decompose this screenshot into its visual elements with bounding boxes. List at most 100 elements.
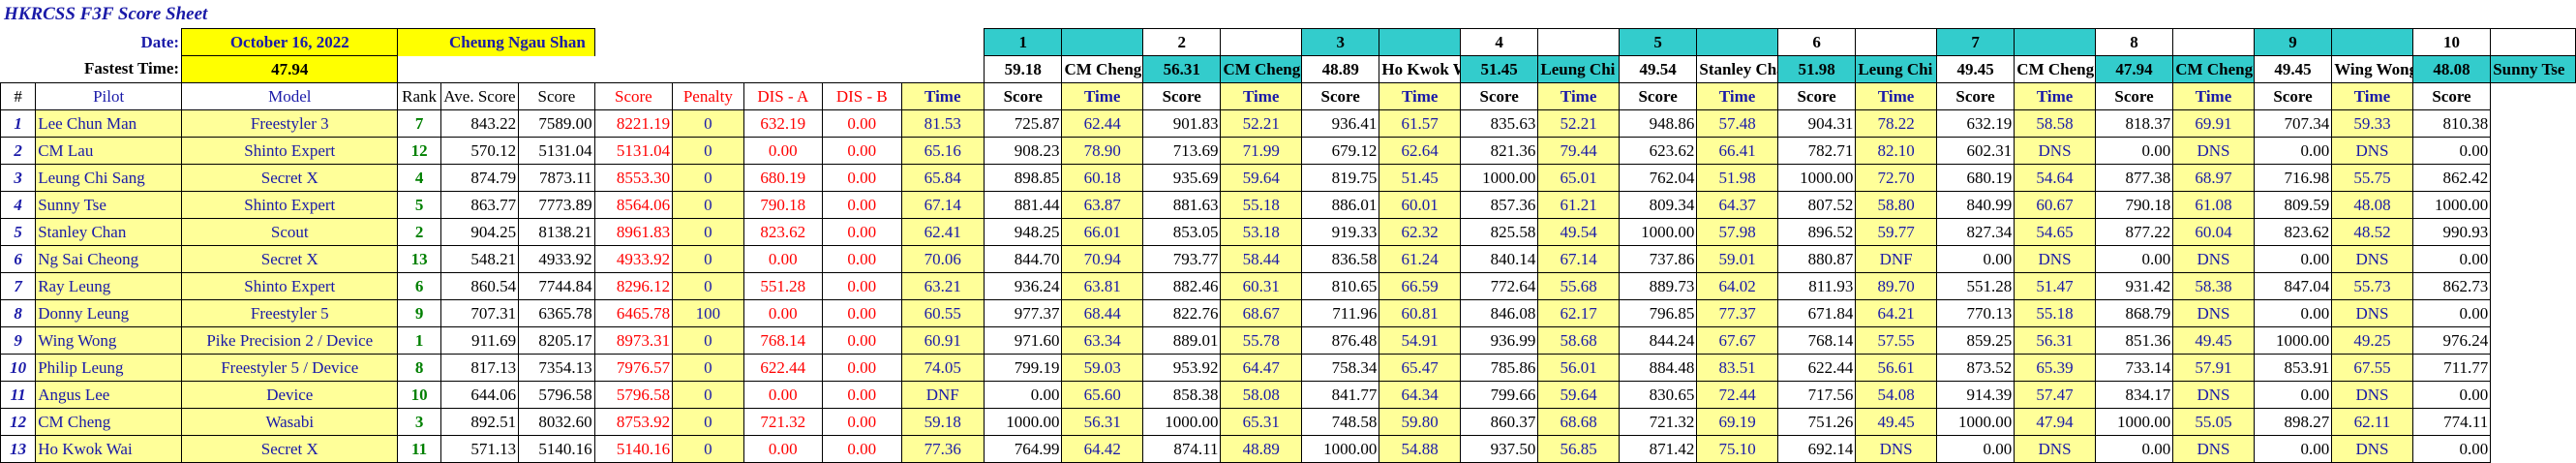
round-score: 1000.00 (1776, 164, 1857, 192)
col-header-round-score: Score (2411, 82, 2492, 110)
round-number: 3 (1300, 28, 1380, 56)
round-score: 898.27 (2253, 408, 2333, 436)
col-header-ave-score: Ave. Score (439, 82, 520, 110)
pilot-name: Ho Kwok Wai (35, 435, 183, 463)
pilot-name: Leung Chi Sang (35, 164, 183, 192)
round-time: 60.18 (1061, 164, 1143, 192)
round-time: 79.44 (1537, 137, 1620, 165)
table-row: 8 Donny Leung Freestyler 5 9 707.31 6365.78 64… (0, 299, 2576, 327)
round-score: 623.62 (1618, 137, 1698, 165)
round-score: 0.00 (2094, 245, 2174, 273)
round-time: 81.53 (900, 109, 985, 138)
pilot-dis-a: 768.14 (742, 326, 824, 355)
round-time: 65.60 (1061, 381, 1143, 409)
round-time: DNS (1855, 435, 1937, 463)
round-time: 49.25 (2331, 326, 2413, 355)
header-row-date: Date: October 16, 2022 Cheung Ngau Shan 1 2 3… (1, 28, 2576, 56)
round-score: 830.65 (1618, 381, 1698, 409)
round-score: 853.05 (1141, 218, 1222, 246)
round-score: 901.83 (1141, 109, 1222, 138)
round-score: 1000.00 (1300, 435, 1380, 463)
pilot-rank: 2 (397, 218, 441, 246)
pilot-model: Secret X (181, 435, 399, 463)
round-score: 1000.00 (1459, 164, 1539, 192)
round-time: 70.06 (900, 245, 985, 273)
round-score: 0.00 (1935, 435, 2015, 463)
round-time: 56.31 (1061, 408, 1143, 436)
pilot-number: 5 (0, 218, 37, 246)
round-time: DNS (2172, 245, 2255, 273)
round-score: 948.25 (984, 218, 1063, 246)
round-score: 896.52 (1776, 218, 1857, 246)
round-leader: Sunny Tse (2490, 55, 2576, 83)
round-time: 67.14 (900, 191, 985, 219)
round-time: 59.80 (1379, 408, 1461, 436)
column-header-row: # Pilot Model Rank Ave. Score Score Score Penal… (0, 82, 2576, 110)
table-row: 5 Stanley Chan Scout 2 904.25 8138.21 8961.83 0… (0, 218, 2576, 246)
round-score: 622.44 (1776, 354, 1857, 382)
round-score: 877.22 (2094, 218, 2174, 246)
round-number: 10 (2411, 28, 2492, 56)
pilot-score-total: 5140.16 (593, 435, 674, 463)
pilot-score-total: 5131.04 (593, 137, 674, 165)
pilot-name: Philip Leung (35, 354, 183, 382)
round-score: 1000.00 (1141, 408, 1222, 436)
round-leader: Ho Kwok Wai (1379, 55, 1461, 83)
col-header-rank: Rank (397, 82, 441, 110)
round-score: 0.00 (1935, 245, 2015, 273)
round-score: 762.04 (1618, 164, 1698, 192)
round-score: 632.19 (1935, 109, 2015, 138)
round-score: 680.19 (1935, 164, 2015, 192)
round-number-filler (1537, 28, 1620, 56)
pilot-ave-score: 644.06 (439, 381, 520, 409)
round-best-time: 47.94 (2094, 55, 2174, 83)
col-header-num: # (0, 82, 37, 110)
round-time: 60.67 (2014, 191, 2096, 219)
round-time: 62.41 (900, 218, 985, 246)
round-score: 823.62 (2253, 218, 2333, 246)
round-time: 58.44 (1220, 245, 1302, 273)
round-time: 65.47 (1379, 354, 1461, 382)
pilot-penalty: 0 (672, 164, 744, 192)
round-time: DNS (2014, 245, 2096, 273)
pilot-score: 7773.89 (518, 191, 595, 219)
round-time: 55.18 (1220, 191, 1302, 219)
round-score: 0.00 (2253, 435, 2333, 463)
round-time: 75.10 (1696, 435, 1778, 463)
table-row: 4 Sunny Tse Shinto Expert 5 863.77 7773.89 856… (0, 191, 2576, 219)
round-best-time: 51.45 (1459, 55, 1539, 83)
round-score: 827.34 (1935, 218, 2015, 246)
pilot-name: Angus Lee (35, 381, 183, 409)
round-time: 59.33 (2331, 109, 2413, 138)
header-spacer (1, 56, 36, 83)
round-time: 54.64 (2014, 164, 2096, 192)
round-number-filler (1379, 28, 1461, 56)
round-score: 721.32 (1618, 408, 1698, 436)
pilot-score: 5796.58 (518, 381, 595, 409)
round-time: 77.36 (900, 435, 985, 463)
round-time: 59.03 (1061, 354, 1143, 382)
pilot-score-total: 8753.92 (593, 408, 674, 436)
pilot-dis-a: 790.18 (742, 191, 824, 219)
col-header-time: Time (1696, 82, 1778, 110)
pilot-ave-score: 707.31 (439, 299, 520, 327)
score-table: Date: October 16, 2022 Cheung Ngau Shan 1 2 3… (0, 28, 2576, 463)
round-time: DNS (2014, 137, 2096, 165)
round-score: 840.99 (1935, 191, 2015, 219)
pilot-rank: 10 (397, 381, 441, 409)
round-score: 882.46 (1141, 272, 1222, 300)
round-score: 971.60 (984, 326, 1063, 355)
round-score: 671.84 (1776, 299, 1857, 327)
round-time: 78.90 (1061, 137, 1143, 165)
round-time: 74.05 (900, 354, 985, 382)
pilot-dis-a: 823.62 (742, 218, 824, 246)
pilot-number: 12 (0, 408, 37, 436)
pilot-score-total: 8564.06 (593, 191, 674, 219)
round-score: 0.00 (2094, 435, 2174, 463)
round-score: 876.48 (1300, 326, 1380, 355)
round-time: 59.64 (1537, 381, 1620, 409)
round-leader: Leung Chi Sang (1537, 55, 1620, 83)
sheet-title: HKRCSS F3F Score Sheet (4, 4, 208, 24)
round-time: 62.44 (1061, 109, 1143, 138)
col-header-time: Time (2014, 82, 2096, 110)
